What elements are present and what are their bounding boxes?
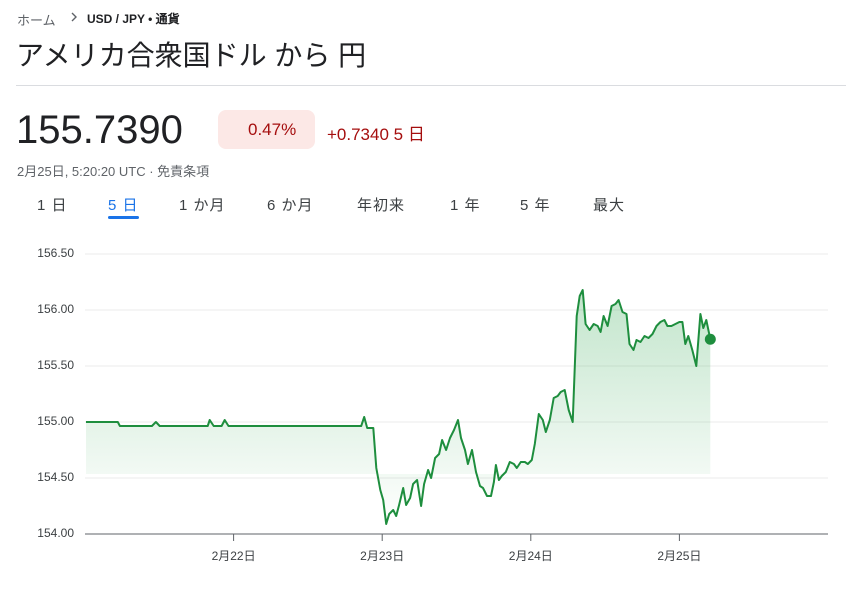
tab-underline — [108, 216, 139, 219]
tab[interactable]: 1 か月 — [179, 197, 226, 214]
y-tick-label: 156.50 — [37, 246, 74, 260]
current-point — [704, 333, 716, 345]
tab[interactable]: 6 か月 — [267, 197, 314, 214]
tab[interactable]: 5 日 — [108, 197, 139, 214]
tab[interactable]: 年初来 — [357, 197, 406, 214]
y-tick-label: 155.50 — [37, 358, 74, 372]
timestamp: 2月25日, 5:20:20 UTC · 免責条項 — [17, 164, 210, 179]
change-period: 5 日 — [393, 125, 425, 144]
tab[interactable]: 最大 — [593, 197, 626, 214]
area-fill — [86, 290, 711, 524]
chevron — [71, 12, 77, 22]
breadcrumb-current: USD / JPY • 通貨 — [87, 12, 180, 26]
change-value: +0.7340 — [327, 125, 389, 144]
price: 155.7390 — [16, 108, 183, 152]
divider — [16, 85, 846, 86]
y-tick-label: 155.00 — [37, 414, 74, 428]
tab[interactable]: 1 日 — [37, 197, 68, 214]
page-title: アメリカ合衆国ドル から 円 — [16, 40, 367, 71]
tab[interactable]: 5 年 — [520, 197, 551, 214]
y-tick-label: 154.50 — [37, 470, 74, 484]
y-tick-label: 154.00 — [37, 526, 74, 540]
change-pill — [218, 110, 315, 149]
change: +0.7340 5 日 — [327, 120, 425, 145]
x-tick-label: 2月23日 — [360, 549, 404, 563]
price-line — [86, 289, 712, 525]
y-tick-label: 156.00 — [37, 302, 74, 316]
x-tick-label: 2月22日 — [212, 549, 256, 563]
change-percent: 0.47% — [248, 120, 297, 139]
x-tick-label: 2月24日 — [509, 549, 553, 563]
tab[interactable]: 1 年 — [450, 197, 481, 214]
x-tick-label: 2月25日 — [657, 549, 701, 563]
breadcrumb-home[interactable]: ホーム — [17, 13, 56, 28]
